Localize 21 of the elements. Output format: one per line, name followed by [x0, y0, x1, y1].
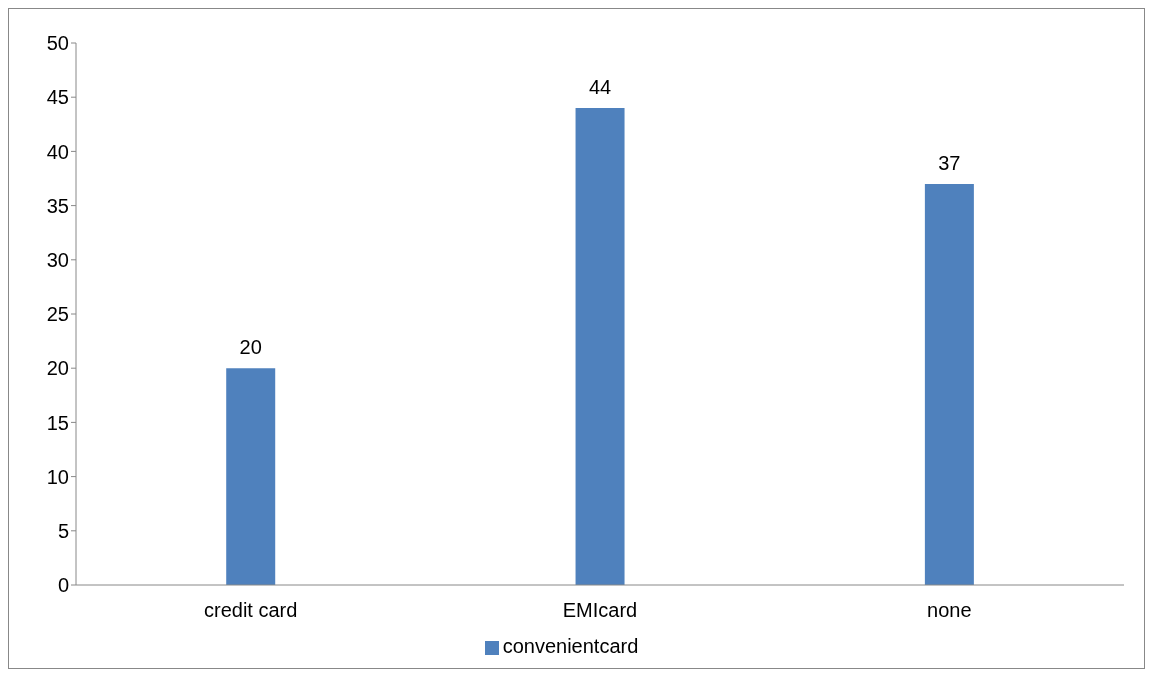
y-tick-label: 35 — [46, 194, 69, 217]
data-label: 37 — [938, 151, 961, 174]
data-label: 44 — [588, 76, 612, 99]
x-tick-label: none — [927, 599, 972, 622]
y-tick-label: 45 — [46, 86, 69, 109]
legend-label: convenientcard — [502, 635, 639, 657]
x-tick-label: credit card — [203, 599, 298, 622]
y-tick-label: 50 — [46, 32, 69, 55]
y-tick-label: 40 — [46, 140, 69, 163]
bar — [924, 183, 974, 585]
x-tick-label: EMIcard — [562, 599, 638, 622]
y-tick-label: 5 — [57, 519, 69, 542]
bar — [575, 108, 625, 585]
y-tick-label: 25 — [46, 303, 69, 326]
y-tick-label: 20 — [46, 357, 69, 380]
y-tick-label: 0 — [57, 574, 69, 597]
y-tick-label: 10 — [46, 465, 69, 488]
y-tick-label: 30 — [46, 248, 69, 271]
bar — [226, 368, 276, 585]
data-label: 20 — [239, 336, 262, 359]
y-tick-label: 15 — [46, 411, 69, 434]
